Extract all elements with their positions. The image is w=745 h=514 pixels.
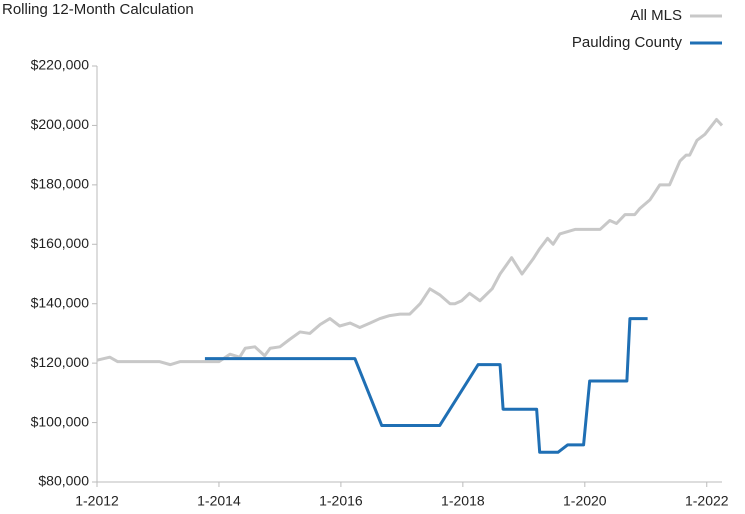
y-tick-label: $120,000: [31, 354, 90, 370]
line-series: [204, 317, 648, 454]
x-tick-label: 1-2012: [75, 493, 119, 509]
x-tick-label: 1-2020: [563, 493, 607, 509]
chart-title: Rolling 12-Month Calculation: [2, 1, 194, 18]
legend-label: Paulding County: [572, 34, 683, 51]
x-tick-label: 1-2014: [197, 493, 241, 509]
y-tick-label: $180,000: [31, 176, 90, 192]
x-tick-label: 1-2018: [441, 493, 485, 509]
x-tick-label: 1-2022: [685, 493, 729, 509]
line-series: [96, 117, 724, 367]
x-tick-label: 1-2016: [319, 493, 363, 509]
y-tick-label: $220,000: [31, 57, 90, 73]
y-tick-label: $80,000: [38, 473, 89, 489]
y-tick-label: $100,000: [31, 413, 90, 429]
y-tick-label: $140,000: [31, 294, 90, 310]
y-tick-label: $200,000: [31, 116, 90, 132]
y-tick-label: $160,000: [31, 235, 90, 251]
legend-label: All MLS: [630, 7, 682, 24]
